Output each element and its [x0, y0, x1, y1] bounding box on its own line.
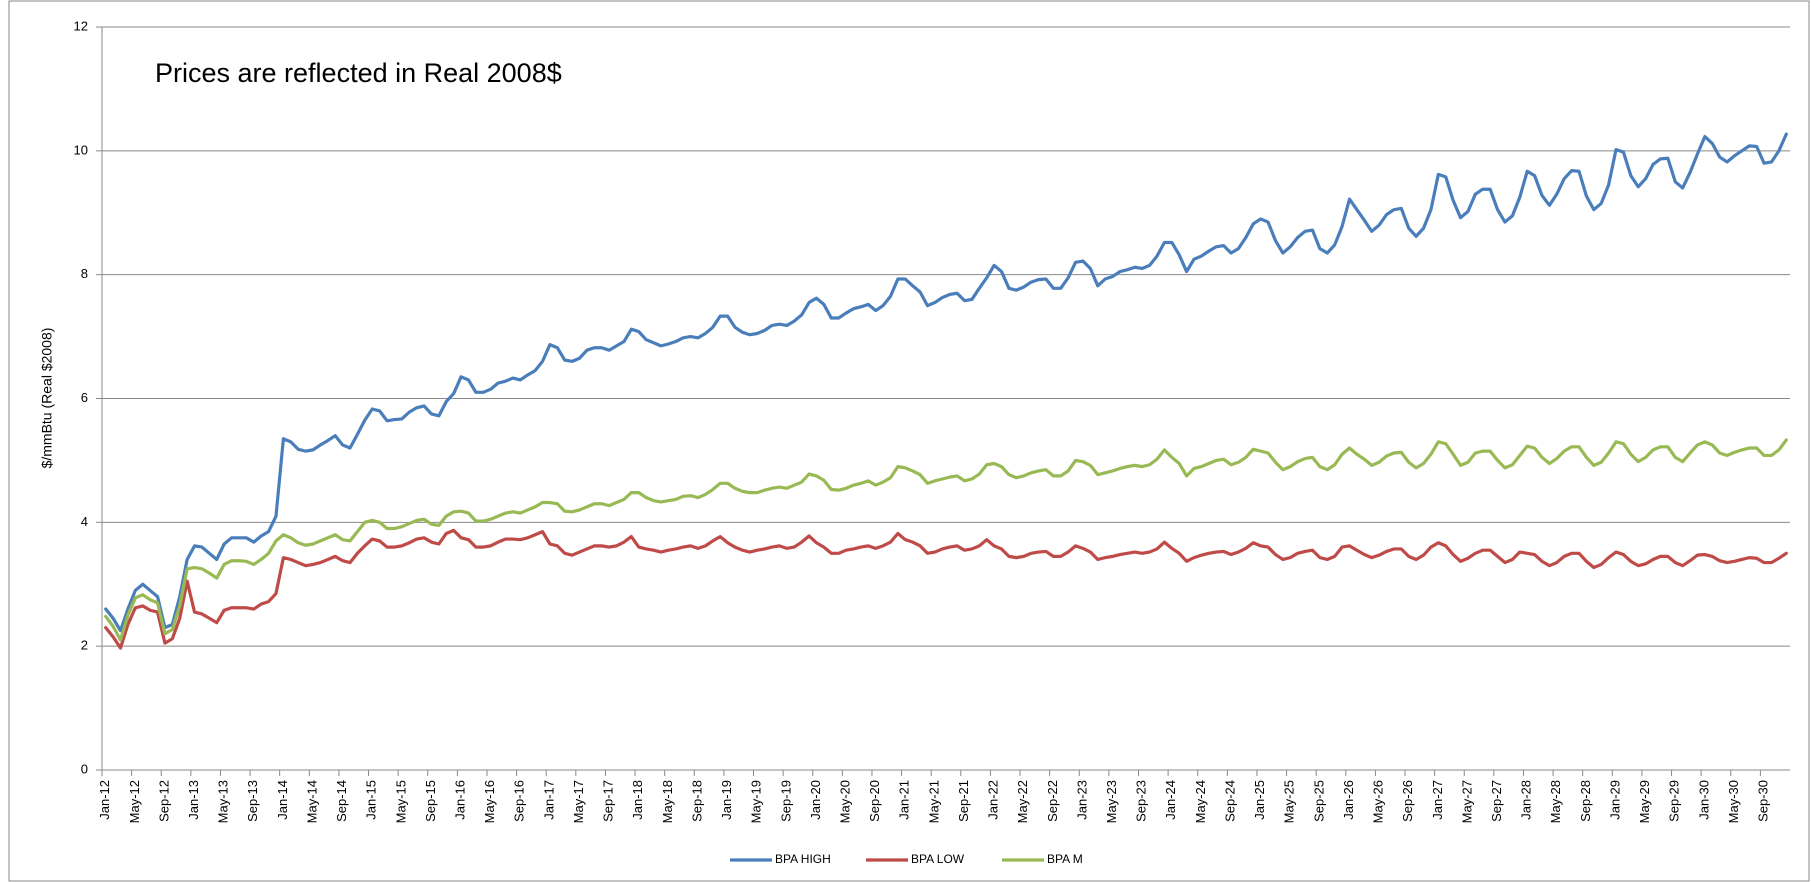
x-tick-label: Sep-23: [1134, 780, 1149, 822]
x-tick-label: Sep-26: [1400, 780, 1415, 822]
x-tick-label: May-27: [1459, 780, 1474, 823]
series-line: [104, 132, 1788, 633]
x-tick-label: May-21: [926, 780, 941, 823]
annotation: Prices are reflected in Real 2008$: [155, 58, 562, 88]
x-tick-label: May-24: [1193, 780, 1208, 823]
x-tick-label: Jan-18: [630, 780, 645, 820]
x-tick-label: Jan-25: [1252, 780, 1267, 820]
y-tick-label: 8: [81, 266, 88, 281]
x-tick-label: Jan-21: [897, 780, 912, 820]
x-tick-label: Sep-24: [1222, 780, 1237, 822]
x-tick-label: May-29: [1637, 780, 1652, 823]
x-tick-label: May-23: [1104, 780, 1119, 823]
x-tick-label: Sep-19: [778, 780, 793, 822]
x-tick-label: May-30: [1726, 780, 1741, 823]
x-tick-label: Jan-20: [808, 780, 823, 820]
x-tick-label: Jan-30: [1696, 780, 1711, 820]
x-tick-label: May-19: [749, 780, 764, 823]
x-tick-label: Jan-15: [364, 780, 379, 820]
x-tick-label: Sep-27: [1489, 780, 1504, 822]
x-tick-label: Jan-23: [1074, 780, 1089, 820]
x-tick-label: Sep-20: [867, 780, 882, 822]
x-tick-label: May-15: [393, 780, 408, 823]
legend-label: BPA LOW: [911, 852, 965, 866]
x-tick-label: Jan-22: [986, 780, 1001, 820]
x-tick-label: Jan-13: [186, 780, 201, 820]
y-axis-label: $/mmBtu (Real $2008): [39, 328, 55, 469]
x-tick-label: Jan-26: [1341, 780, 1356, 820]
legend-label: BPA HIGH: [775, 852, 831, 866]
x-tick-label: Sep-25: [1311, 780, 1326, 822]
y-tick-label: 0: [81, 761, 88, 776]
x-tick-label: Jan-19: [719, 780, 734, 820]
x-tick-label: Jan-17: [541, 780, 556, 820]
x-tick-label: Jan-27: [1430, 780, 1445, 820]
x-tick-label: May-22: [1015, 780, 1030, 823]
series-line: [104, 528, 1788, 650]
x-tick-label: Sep-13: [245, 780, 260, 822]
x-tick-label: Jan-28: [1519, 780, 1534, 820]
x-tick-label: Jan-24: [1163, 780, 1178, 820]
x-tick-label: May-26: [1371, 780, 1386, 823]
x-tick-label: Sep-30: [1756, 780, 1771, 822]
x-tick-label: Sep-22: [1045, 780, 1060, 822]
legend-label: BPA M: [1047, 852, 1083, 866]
x-tick-label: May-18: [660, 780, 675, 823]
x-tick-label: May-16: [482, 780, 497, 823]
x-tick-label: Sep-17: [601, 780, 616, 822]
x-tick-label: May-14: [304, 780, 319, 823]
x-tick-label: Sep-12: [156, 780, 171, 822]
x-tick-label: Sep-14: [334, 780, 349, 822]
y-tick-label: 2: [81, 638, 88, 653]
x-tick-label: May-25: [1282, 780, 1297, 823]
x-tick-label: Sep-16: [512, 780, 527, 822]
y-tick-label: 12: [74, 18, 88, 33]
x-tick-label: May-17: [571, 780, 586, 823]
x-tick-label: Sep-28: [1578, 780, 1593, 822]
x-tick-label: May-20: [837, 780, 852, 823]
x-tick-label: Sep-15: [423, 780, 438, 822]
y-tick-label: 10: [74, 142, 88, 157]
x-tick-label: May-13: [216, 780, 231, 823]
series-line: [104, 438, 1788, 642]
x-tick-label: Jan-16: [453, 780, 468, 820]
x-tick-label: Sep-29: [1667, 780, 1682, 822]
x-tick-label: Sep-21: [956, 780, 971, 822]
y-tick-label: 6: [81, 390, 88, 405]
x-tick-label: Jan-29: [1607, 780, 1622, 820]
x-tick-label: May-12: [127, 780, 142, 823]
y-tick-label: 4: [81, 514, 88, 529]
x-tick-label: Sep-18: [689, 780, 704, 822]
x-tick-label: Jan-14: [275, 780, 290, 820]
x-tick-label: Jan-12: [97, 780, 112, 820]
x-tick-label: May-28: [1548, 780, 1563, 823]
chart-frame: [8, 0, 1810, 882]
